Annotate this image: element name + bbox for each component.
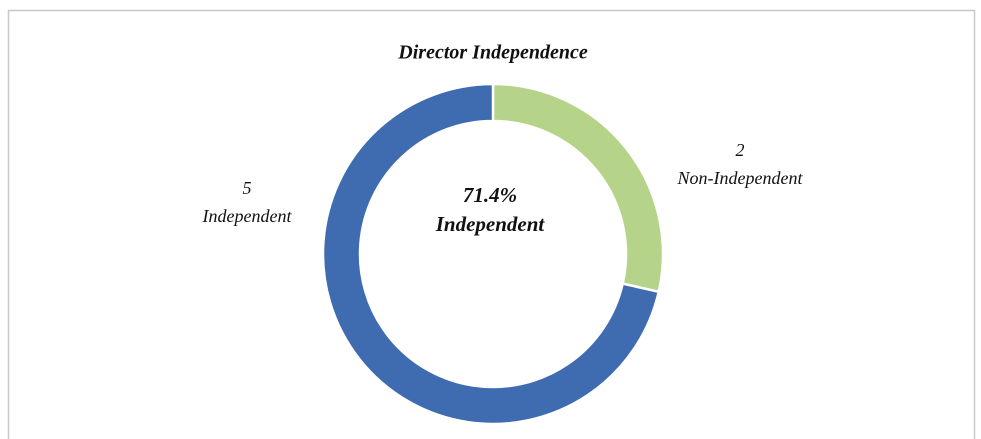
chart-frame: [7, 9, 976, 439]
center-label: Independent: [435, 212, 546, 236]
donut-slice: [321, 82, 661, 426]
category-label: Independent: [202, 206, 293, 226]
data-label: 2: [736, 140, 745, 160]
center-label: 71.4%: [463, 183, 517, 207]
data-label: 5: [243, 178, 252, 198]
chart-title: Director Independence: [397, 42, 588, 64]
category-label: Non-Independent: [677, 168, 804, 188]
